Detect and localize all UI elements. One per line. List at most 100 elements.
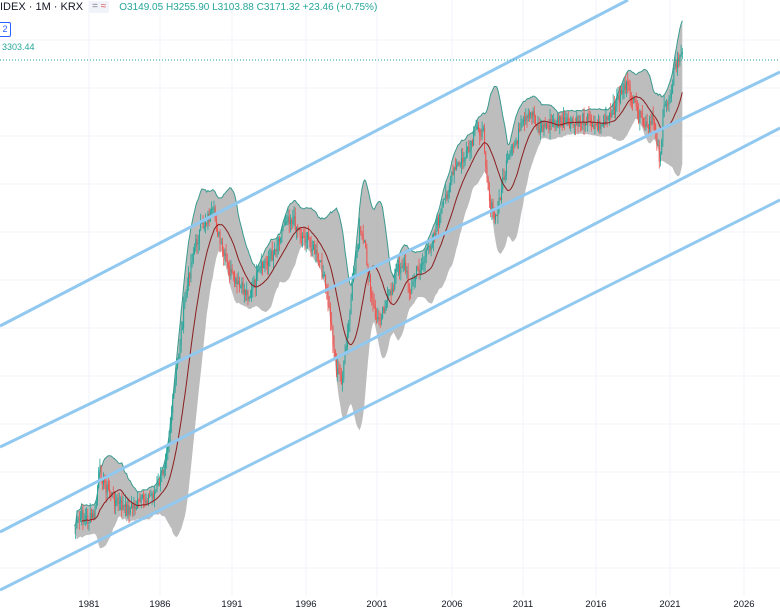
candle-body: [453, 167, 455, 175]
candle-body: [339, 371, 341, 376]
candle-body: [397, 264, 399, 269]
moving-average: [81, 92, 683, 522]
candle-body: [647, 125, 649, 130]
candle-body: [543, 123, 545, 132]
candle-body: [303, 235, 305, 237]
x-tick-label: 1996: [295, 599, 317, 610]
candle-body: [283, 225, 285, 227]
candle-body: [143, 495, 145, 500]
candle-body: [582, 113, 584, 124]
candle-body: [191, 261, 193, 264]
candle-body: [525, 116, 527, 122]
change-value: +23.46 (+0.75%): [302, 1, 378, 13]
candle-body: [465, 149, 467, 158]
candle-body: [230, 269, 232, 277]
candle-body: [644, 124, 646, 127]
candle-body: [196, 239, 198, 245]
candle-body: [289, 220, 291, 224]
candle-body: [450, 181, 452, 186]
candle-body: [657, 145, 659, 147]
candle-body: [576, 116, 578, 126]
candle-body: [365, 240, 367, 247]
candle-body: [531, 112, 533, 119]
candle-body: [536, 124, 538, 126]
candle-body: [470, 140, 472, 151]
candle-body: [362, 234, 364, 242]
candle-body: [242, 282, 244, 294]
indicator-count-tag[interactable]: 2: [0, 22, 11, 37]
candle-body: [195, 239, 197, 248]
candle-body: [120, 500, 122, 502]
candle-body: [641, 113, 643, 119]
candle-body: [511, 146, 513, 148]
candle-body: [451, 171, 453, 182]
candle-body: [477, 126, 479, 130]
candle-body: [99, 465, 101, 471]
candle-body: [200, 223, 202, 230]
candle-body: [90, 513, 92, 518]
candle-body: [659, 153, 661, 162]
candle-body: [680, 54, 682, 56]
candle-body: [599, 120, 601, 130]
candle-body: [224, 253, 226, 256]
candle-body: [653, 120, 655, 125]
candle-body: [127, 505, 129, 516]
candle-body: [179, 345, 181, 355]
candle-body: [475, 128, 477, 130]
candle-body: [622, 90, 624, 95]
candle-body: [203, 225, 205, 229]
candle-body: [185, 295, 187, 301]
candle-body: [139, 499, 141, 503]
candle-body: [522, 120, 524, 123]
candle-body: [162, 471, 164, 475]
x-tick-label: 2006: [441, 599, 463, 610]
candle-body: [163, 468, 165, 475]
candle-body: [220, 242, 222, 244]
candle-body: [413, 281, 415, 283]
candle-body: [636, 106, 638, 111]
equals-icon: =: [92, 1, 98, 12]
candle-body: [547, 124, 549, 126]
candle-body: [601, 125, 603, 127]
legend-settings-pill[interactable]: = ≈: [89, 1, 110, 13]
candle-body: [388, 293, 390, 295]
candle-body: [223, 249, 225, 256]
candle-body: [408, 283, 410, 293]
candle-body: [457, 162, 459, 165]
candle-body: [499, 197, 501, 201]
candle-body: [277, 238, 279, 245]
candle-body: [452, 171, 454, 175]
candle-body: [291, 220, 293, 225]
channel-line: [0, 126, 780, 534]
candle-body: [544, 123, 546, 128]
candle-body: [338, 367, 340, 372]
candle-body: [395, 270, 397, 275]
candle-body: [124, 504, 126, 507]
candle-body: [204, 223, 206, 226]
candle-body: [650, 121, 652, 125]
candle-body: [247, 290, 249, 300]
candle-body: [675, 63, 677, 68]
candle-body: [445, 194, 447, 199]
candle-body: [138, 499, 140, 501]
candle-body: [215, 219, 217, 230]
candle-body: [314, 244, 316, 255]
candle-body: [332, 325, 334, 345]
candle-body: [425, 249, 427, 257]
candle-body: [635, 101, 637, 107]
candle-body: [610, 112, 612, 118]
candle-body: [255, 273, 257, 288]
candle-body: [521, 122, 523, 124]
approx-icon: ≈: [100, 1, 107, 12]
low-value: L3103.88: [212, 1, 254, 13]
candle-body: [150, 495, 152, 497]
candle-body: [494, 214, 496, 220]
candle-body: [538, 125, 540, 134]
candle-body: [238, 281, 240, 288]
candle-body: [628, 84, 630, 86]
symbol-label[interactable]: IDEX · 1M · KRX: [0, 1, 84, 13]
candle-body: [293, 215, 295, 220]
candle-body: [596, 124, 598, 130]
